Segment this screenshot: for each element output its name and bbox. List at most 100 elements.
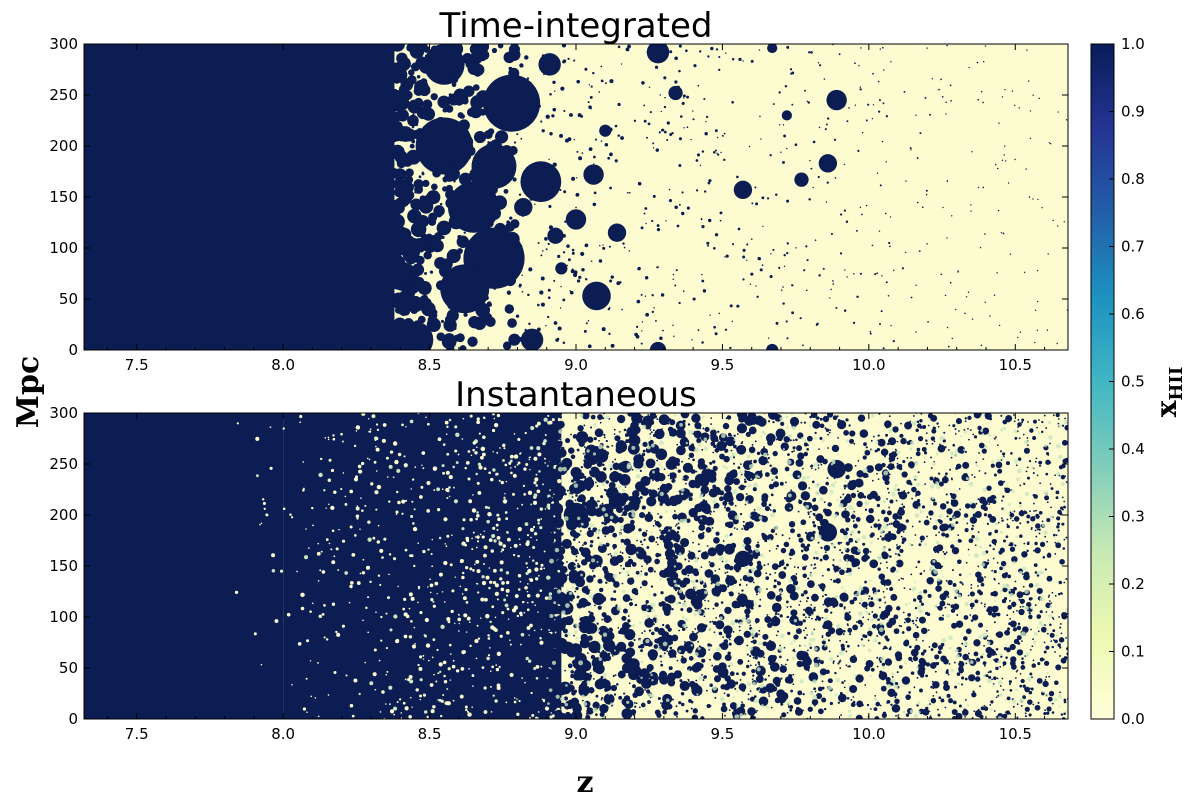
- ionized-bubble: [984, 233, 986, 235]
- ionized-bubble: [1028, 713, 1032, 717]
- neutral-island: [498, 665, 501, 669]
- ionized-bubble: [545, 324, 547, 327]
- ionized-bubble: [906, 479, 912, 485]
- ionized-bubble: [1034, 309, 1037, 312]
- ionized-bubble: [873, 707, 878, 712]
- ionized-bubble: [1032, 703, 1035, 706]
- ionized-bubble: [622, 608, 628, 614]
- ionized-bubble: [610, 275, 614, 279]
- ionized-bubble: [546, 438, 549, 441]
- ionized-bubble: [831, 444, 840, 453]
- ionized-bubble: [712, 451, 715, 454]
- ionized-bubble: [724, 328, 728, 331]
- ionized-bubble: [724, 606, 732, 615]
- neutral-island: [340, 488, 343, 491]
- neutral-island: [472, 448, 475, 452]
- ionized-bubble: [588, 147, 593, 152]
- ionized-bubble: [930, 467, 933, 469]
- neutral-island: [444, 701, 448, 705]
- ionized-bubble: [972, 433, 975, 436]
- neutral-island: [474, 638, 479, 644]
- ionized-bubble: [871, 479, 874, 482]
- ionized-bubble: [877, 567, 881, 571]
- ionized-bubble: [528, 179, 531, 182]
- ionized-bubble: [703, 98, 706, 101]
- ionized-bubble: [746, 259, 748, 261]
- ionized-bubble: [1046, 632, 1049, 635]
- ionized-bubble: [713, 444, 717, 449]
- ionized-bubble: [909, 147, 912, 150]
- ionized-bubble: [658, 131, 661, 134]
- neutral-island: [442, 443, 446, 446]
- ionized-bubble: [980, 90, 983, 93]
- neutral-island: [318, 472, 323, 478]
- ionized-bubble: [734, 635, 744, 646]
- ionized-bubble: [727, 432, 732, 437]
- neutral-island: [467, 450, 471, 453]
- ionized-bubble: [871, 244, 874, 247]
- neutral-island: [492, 450, 494, 453]
- ionized-bubble: [778, 560, 785, 566]
- ionized-bubble: [444, 52, 450, 58]
- ionized-bubble: [803, 421, 806, 424]
- ionized-bubble: [947, 579, 953, 586]
- neutral-island: [520, 632, 525, 637]
- neutral-island: [234, 590, 239, 594]
- neutral-island: [458, 630, 460, 632]
- ionized-bubble: [896, 671, 899, 674]
- neutral-island: [323, 603, 326, 607]
- ionized-bubble: [600, 627, 606, 633]
- ionized-bubble: [870, 493, 875, 498]
- ionized-bubble: [581, 699, 584, 702]
- ionized-bubble: [636, 425, 639, 428]
- ionized-bubble: [431, 143, 435, 148]
- ionized-bubble: [977, 98, 980, 101]
- ionized-bubble: [811, 504, 819, 512]
- ionized-bubble: [926, 577, 934, 585]
- ionized-bubble: [1037, 630, 1040, 633]
- ionized-bubble: [881, 662, 886, 667]
- ionized-bubble: [645, 529, 648, 532]
- ionized-bubble: [624, 595, 629, 599]
- ionized-bubble: [559, 188, 562, 191]
- ionized-bubble: [739, 578, 742, 581]
- ionized-bubble: [603, 693, 615, 705]
- ionized-bubble: [556, 337, 560, 341]
- ionized-bubble: [610, 597, 614, 601]
- ionized-bubble: [409, 44, 425, 52]
- neutral-island: [370, 482, 374, 486]
- ionized-bubble: [389, 44, 405, 52]
- ionized-bubble: [1002, 713, 1008, 719]
- ionized-bubble: [780, 421, 785, 426]
- ionized-bubble: [919, 688, 923, 693]
- neutral-island: [531, 600, 534, 604]
- ionized-bubble: [586, 575, 594, 583]
- ionized-bubble: [779, 644, 782, 647]
- ionized-bubble: [991, 538, 998, 545]
- neutral-island: [308, 547, 310, 549]
- ionized-bubble: [638, 528, 642, 532]
- ionized-bubble: [1048, 600, 1051, 602]
- neutral-island: [514, 465, 517, 468]
- ionized-bubble: [826, 477, 829, 479]
- ionized-bubble: [1038, 460, 1043, 465]
- ionized-bubble: [648, 86, 651, 89]
- ionized-bubble: [853, 442, 856, 445]
- ionized-bubble: [550, 499, 553, 502]
- ionized-bubble: [488, 303, 492, 307]
- ionized-bubble: [410, 221, 427, 238]
- ionized-bubble: [794, 143, 798, 147]
- ionized-bubble: [697, 640, 700, 643]
- ionized-bubble: [656, 266, 659, 269]
- ionized-bubble: [956, 672, 961, 676]
- ionized-bubble: [975, 657, 981, 662]
- ionized-bubble: [747, 413, 757, 422]
- ionized-bubble: [726, 693, 730, 697]
- ionized-bubble: [692, 708, 698, 714]
- ionized-bubble: [1052, 414, 1055, 417]
- ionized-bubble: [893, 614, 899, 620]
- ionized-bubble: [956, 614, 959, 617]
- ionized-bubble: [836, 465, 839, 467]
- ionized-bubble: [660, 702, 662, 704]
- ionized-bubble: [866, 703, 870, 707]
